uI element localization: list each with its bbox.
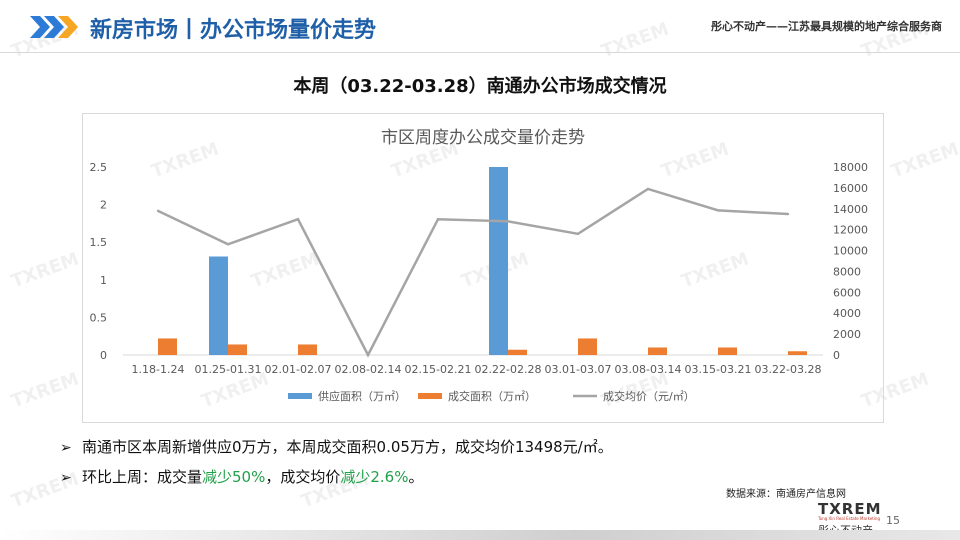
legend-swatch-2 bbox=[418, 393, 442, 399]
bullet-text-1: 南通市区本周新增供应0万方，本周成交面积0.05万方，成交均价13498元/㎡。 bbox=[82, 438, 613, 456]
deal-bar bbox=[298, 344, 317, 355]
price-point bbox=[576, 232, 580, 236]
deal-bar bbox=[228, 344, 247, 355]
company-slogan: 彤心不动产——江苏最具规模的地产综合服务商 bbox=[711, 20, 942, 33]
price-point bbox=[366, 353, 370, 357]
chevron-arrows-icon bbox=[30, 16, 78, 38]
price-point bbox=[716, 209, 720, 212]
x-tick-label: 1.18-1.24 bbox=[132, 363, 185, 376]
x-tick-label: 03.22-03.28 bbox=[755, 363, 822, 376]
bullet-text-2-mid: ，成交均价 bbox=[265, 468, 341, 486]
watermark: TXREM bbox=[8, 368, 82, 413]
deal-bar bbox=[718, 347, 737, 355]
volume-change: 减少50% bbox=[202, 468, 266, 486]
deal-bar bbox=[578, 338, 597, 355]
section-subtitle: 本周（03.22-03.28）南通办公市场成交情况 bbox=[293, 76, 667, 97]
y-right-tick-label: 10000 bbox=[833, 245, 868, 258]
y-right-tick-label: 0 bbox=[833, 349, 840, 362]
supply-bar bbox=[489, 167, 508, 355]
price-point bbox=[226, 243, 230, 246]
bullet-text-2-pre: 环比上周：成交量 bbox=[82, 468, 203, 486]
deal-bar bbox=[158, 338, 177, 355]
price-line bbox=[157, 187, 789, 358]
watermark: TXREM bbox=[888, 138, 960, 183]
chart-frame: 市区周度办公成交量价走势 0 0.5 1 1.5 2 2.5 0 2000 4000 6000 800… bbox=[82, 113, 884, 423]
bullet-text-2-post: 。 bbox=[408, 468, 424, 486]
y-left-tick-label: 0.5 bbox=[90, 311, 108, 324]
watermark: TXREM bbox=[8, 248, 82, 293]
header: 新房市场丨办公市场量价走势 彤心不动产——江苏最具规模的地产综合服务商 bbox=[0, 0, 960, 54]
bullet-arrow-icon: ➢ bbox=[60, 440, 72, 456]
y-left-tick-label: 2 bbox=[100, 199, 107, 212]
x-tick-label: 02.01-02.07 bbox=[265, 363, 332, 376]
footer-logo-tagline: Tong Xin Real Estate Marketing bbox=[818, 516, 880, 521]
legend-label-3: 成交均价（元/㎡） bbox=[603, 389, 695, 403]
y-right-tick-label: 16000 bbox=[833, 182, 868, 195]
y-left-tick-label: 1.5 bbox=[90, 236, 108, 249]
bullet-item-1: ➢ 南通市区本周新增供应0万方，本周成交面积0.05万方，成交均价13498元/㎡… bbox=[60, 432, 613, 462]
deal-bar bbox=[508, 349, 527, 355]
price-point bbox=[436, 218, 440, 221]
y-left-tick-label: 2.5 bbox=[90, 161, 108, 174]
x-tick-label: 03.15-03.21 bbox=[685, 363, 752, 376]
x-tick-label: 03.01-03.07 bbox=[545, 363, 612, 376]
supply-bar bbox=[209, 256, 228, 355]
x-tick-label: 01.25-01.31 bbox=[195, 363, 262, 376]
price-point bbox=[296, 218, 300, 221]
y-right-tick-label: 12000 bbox=[833, 224, 868, 237]
price-point bbox=[156, 209, 160, 213]
price-point bbox=[646, 187, 650, 191]
deal-bar bbox=[788, 351, 807, 355]
chart-title: 市区周度办公成交量价走势 bbox=[381, 128, 585, 148]
footer-logo-wordmark: TXREM bbox=[818, 500, 882, 518]
bullet-arrow-icon: ➢ bbox=[60, 470, 72, 486]
y-right-tick-label: 18000 bbox=[833, 161, 868, 174]
price-point bbox=[506, 220, 510, 223]
deal-bar bbox=[648, 347, 667, 355]
page-title: 新房市场丨办公市场量价走势 bbox=[90, 18, 377, 43]
x-tick-label: 02.15-02.21 bbox=[405, 363, 472, 376]
bullet-list: ➢ 南通市区本周新增供应0万方，本周成交面积0.05万方，成交均价13498元/㎡… bbox=[60, 432, 613, 492]
data-source-note: 数据来源：南通房产信息网 bbox=[726, 489, 846, 500]
bullet-item-2: ➢ 环比上周：成交量减少50%，成交均价减少2.6%。 bbox=[60, 462, 613, 492]
y-right-tick-label: 14000 bbox=[833, 203, 868, 216]
x-tick-label: 02.22-02.28 bbox=[475, 363, 542, 376]
legend-label-2: 成交面积（万㎡） bbox=[448, 389, 536, 403]
legend-swatch-1 bbox=[288, 393, 312, 399]
x-tick-label: 02.08-02.14 bbox=[335, 363, 402, 376]
price-point bbox=[786, 212, 790, 216]
x-tick-label: 03.08-03.14 bbox=[615, 363, 682, 376]
header-divider bbox=[0, 52, 960, 53]
y-left-tick-label: 1 bbox=[100, 274, 107, 287]
y-right-tick-label: 8000 bbox=[833, 265, 861, 278]
y-right-tick-label: 4000 bbox=[833, 307, 861, 320]
y-left-tick-label: 0 bbox=[100, 349, 107, 362]
footer-bar bbox=[0, 530, 960, 540]
combo-chart: 市区周度办公成交量价走势 0 0.5 1 1.5 2 2.5 0 2000 4000 6000 800… bbox=[90, 128, 869, 403]
legend-label-1: 供应面积（万㎡） bbox=[318, 389, 406, 403]
y-right-tick-label: 2000 bbox=[833, 328, 861, 341]
price-change: 减少2.6% bbox=[340, 468, 409, 486]
y-right-tick-label: 6000 bbox=[833, 286, 861, 299]
page-number: 15 bbox=[886, 514, 900, 527]
